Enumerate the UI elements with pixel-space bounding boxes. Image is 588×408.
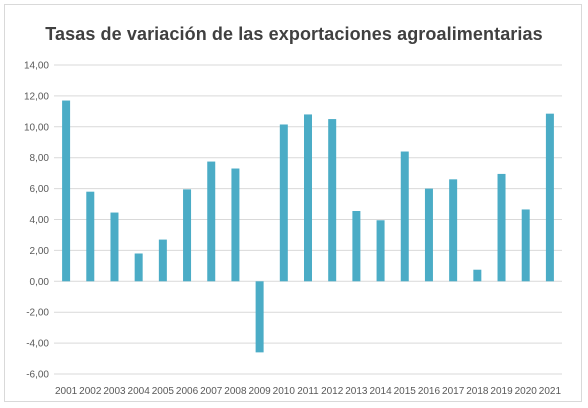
x-tick-label: 2013 bbox=[345, 386, 368, 397]
x-tick-label: 2003 bbox=[103, 386, 126, 397]
bar bbox=[183, 189, 192, 282]
bar bbox=[304, 114, 312, 282]
y-tick-label: -6,00 bbox=[26, 370, 49, 381]
bar bbox=[497, 173, 506, 282]
x-tick-label: 2005 bbox=[152, 386, 175, 397]
bar bbox=[110, 212, 119, 282]
bar bbox=[473, 269, 482, 282]
x-tick-label: 2007 bbox=[200, 386, 223, 397]
y-tick-label: 10,00 bbox=[24, 122, 49, 133]
bar bbox=[400, 151, 409, 282]
x-tick-label: 2006 bbox=[176, 386, 199, 397]
x-tick-label: 2004 bbox=[128, 386, 151, 397]
bar bbox=[328, 119, 337, 282]
x-tick-label: 2008 bbox=[224, 386, 247, 397]
x-tick-label: 2021 bbox=[539, 386, 562, 397]
bar bbox=[424, 188, 433, 282]
bar bbox=[279, 124, 288, 282]
bar bbox=[521, 209, 530, 282]
bar bbox=[62, 100, 71, 282]
bar bbox=[86, 191, 95, 282]
y-tick-label: 6,00 bbox=[30, 184, 50, 195]
x-tick-label: 2020 bbox=[515, 386, 538, 397]
x-tick-label: 2011 bbox=[297, 386, 319, 397]
x-tick-label: 2009 bbox=[248, 386, 271, 397]
bar bbox=[158, 239, 167, 282]
y-tick-label: 14,00 bbox=[24, 61, 49, 72]
chart-title: Tasas de variación de las exportaciones … bbox=[45, 24, 543, 44]
bar bbox=[207, 161, 216, 282]
x-tick-label: 2014 bbox=[369, 386, 392, 397]
bar bbox=[134, 253, 143, 282]
bar bbox=[231, 168, 240, 282]
bar bbox=[545, 113, 554, 282]
y-tick-label: 2,00 bbox=[30, 246, 50, 257]
y-tick-label: 4,00 bbox=[30, 215, 50, 226]
x-tick-label: 2018 bbox=[466, 386, 489, 397]
y-tick-label: 0,00 bbox=[30, 277, 50, 288]
x-tick-label: 2016 bbox=[418, 386, 441, 397]
y-tick-label: -2,00 bbox=[26, 308, 49, 319]
x-tick-label: 2015 bbox=[394, 386, 417, 397]
bar bbox=[376, 220, 385, 282]
bar bbox=[255, 281, 264, 353]
bar bbox=[449, 179, 458, 282]
x-tick-label: 2019 bbox=[490, 386, 513, 397]
bar bbox=[352, 211, 361, 282]
x-tick-label: 2017 bbox=[442, 386, 465, 397]
x-tick-label: 2001 bbox=[55, 386, 78, 397]
chart-area bbox=[4, 4, 582, 402]
x-tick-label: 2012 bbox=[321, 386, 344, 397]
y-tick-label: 12,00 bbox=[24, 91, 49, 102]
y-tick-label: -4,00 bbox=[26, 339, 49, 350]
x-tick-label: 2002 bbox=[79, 386, 102, 397]
x-tick-label: 2010 bbox=[273, 386, 296, 397]
y-tick-label: 8,00 bbox=[30, 153, 50, 164]
